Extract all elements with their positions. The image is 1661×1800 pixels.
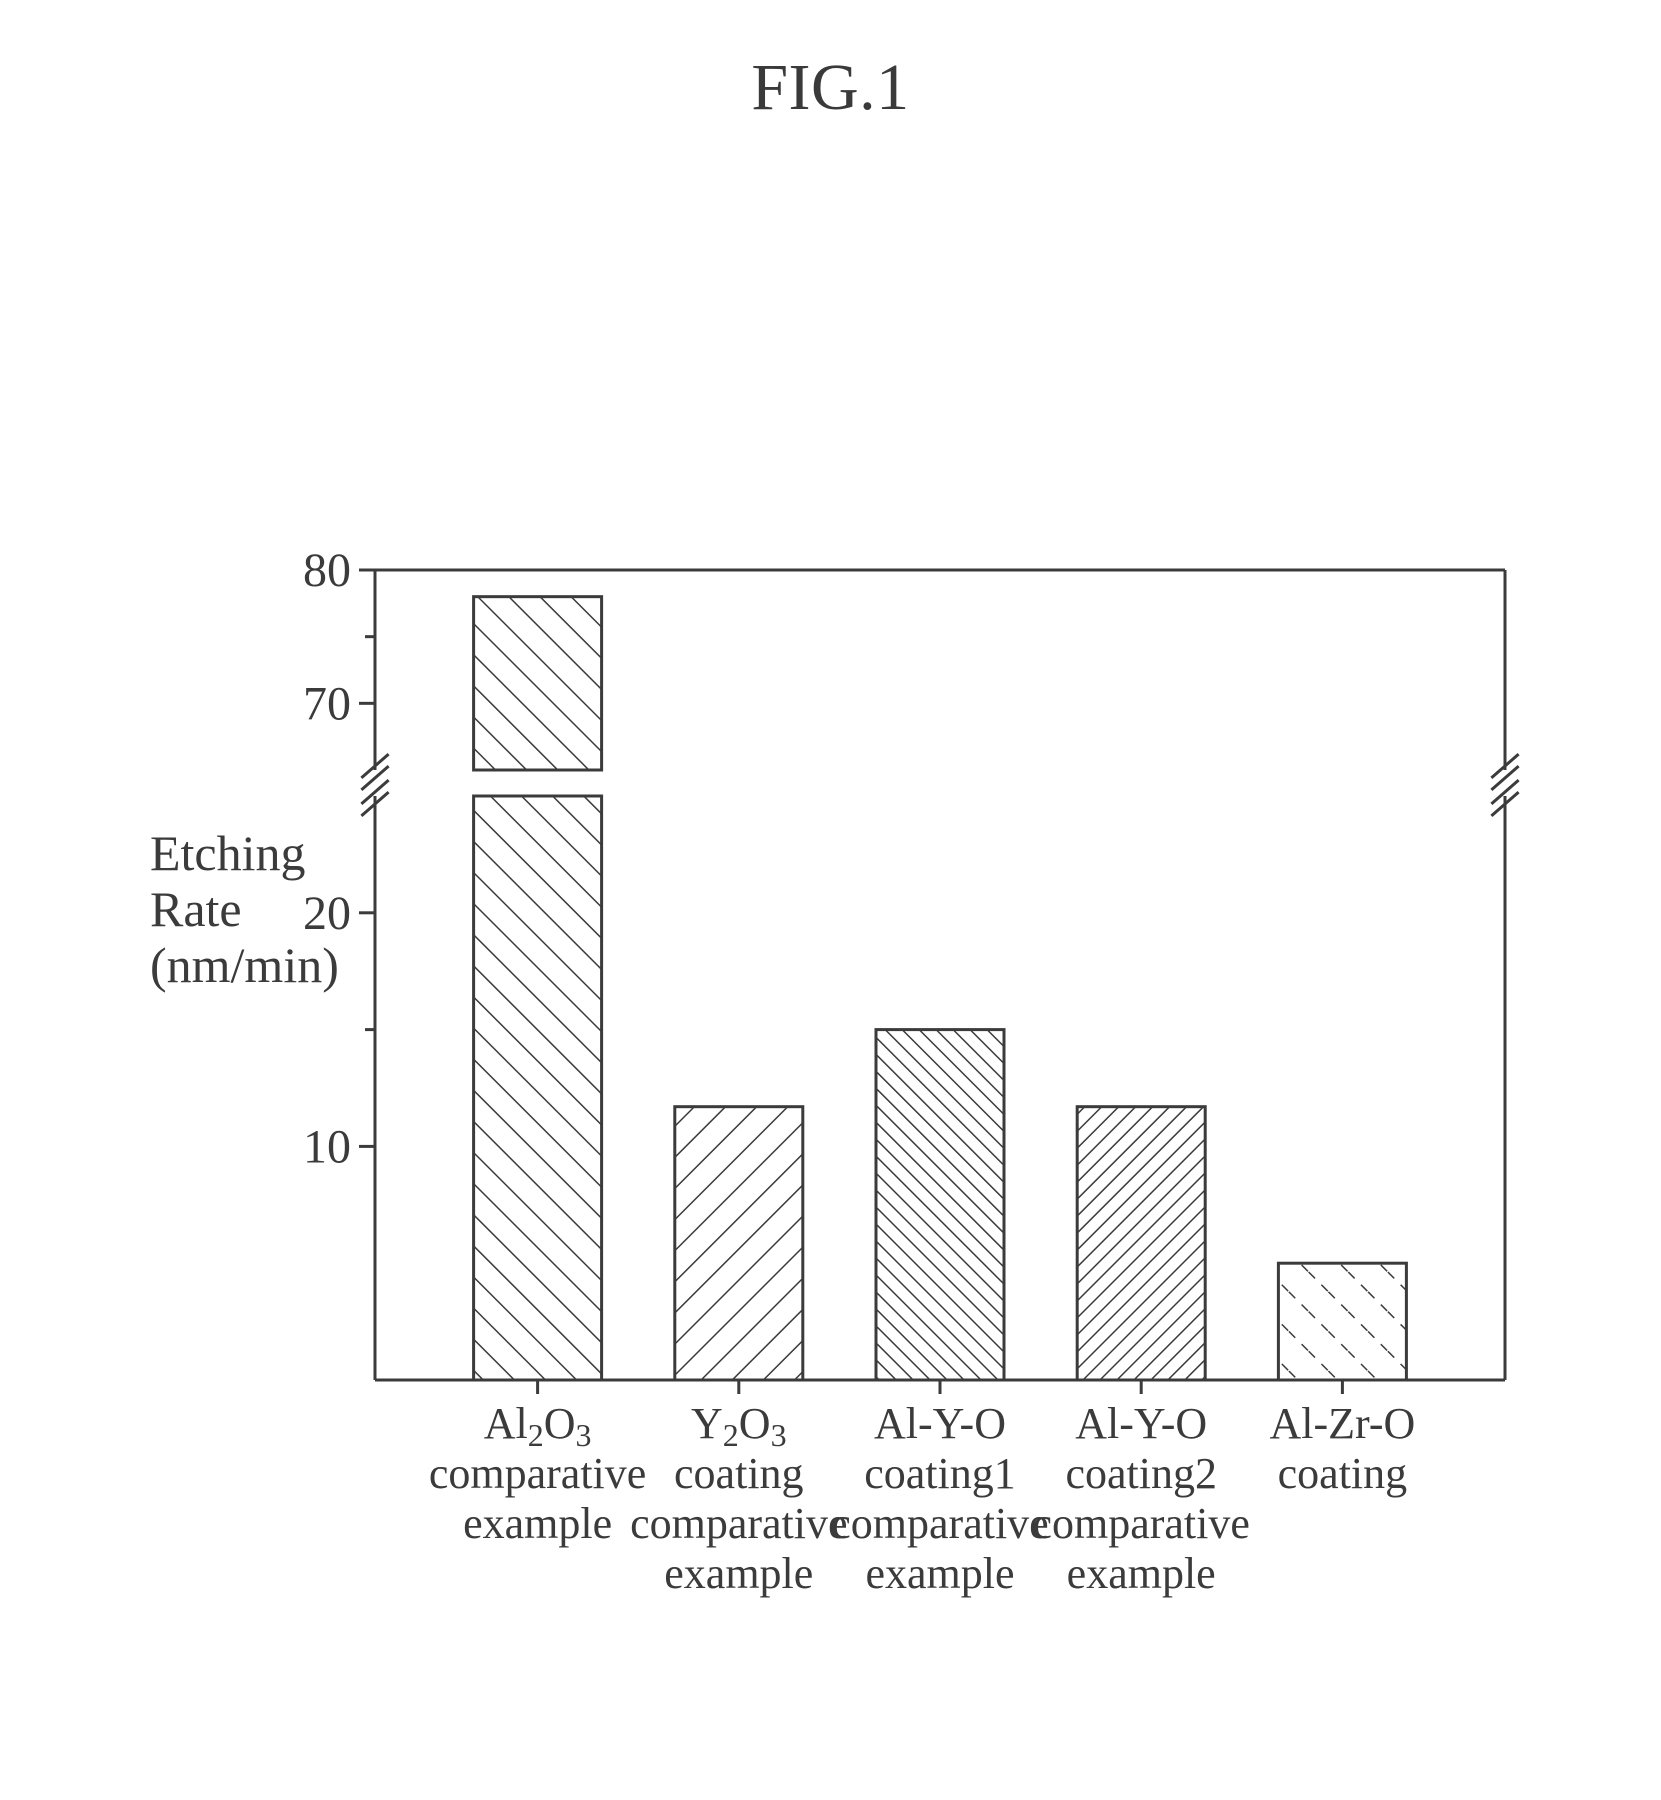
svg-text:80: 80	[303, 544, 351, 597]
svg-text:comparative: comparative	[1032, 1499, 1249, 1548]
svg-text:70: 70	[303, 677, 351, 730]
svg-text:example: example	[463, 1499, 612, 1548]
svg-text:comparative: comparative	[831, 1499, 1048, 1548]
category-label: Al-Y-Ocoating2comparativeexample	[1032, 1399, 1249, 1598]
svg-text:10: 10	[303, 1120, 351, 1173]
figure-title: FIG.1	[0, 50, 1661, 126]
svg-text:Al2O3: Al2O3	[484, 1399, 592, 1453]
bar-alyo1	[876, 1030, 1004, 1380]
y-axis-label-line: (nm/min)	[150, 937, 339, 993]
category-label: Al2O3comparativeexample	[429, 1399, 646, 1548]
bar-y2o3	[675, 1107, 803, 1380]
bar-alyo2	[1077, 1107, 1205, 1380]
bar-al2o3	[474, 597, 602, 1380]
svg-text:Al-Zr-O: Al-Zr-O	[1270, 1399, 1416, 1448]
etching-rate-chart: 10207080EtchingRate(nm/min)Al2O3comparat…	[140, 540, 1540, 1670]
bar-alzro	[1278, 1263, 1406, 1380]
svg-text:Y2O3: Y2O3	[691, 1399, 787, 1453]
svg-text:example: example	[865, 1549, 1014, 1598]
svg-text:coating1: coating1	[864, 1449, 1016, 1498]
svg-text:comparative: comparative	[429, 1449, 646, 1498]
svg-text:example: example	[1067, 1549, 1216, 1598]
svg-text:comparative: comparative	[630, 1499, 847, 1548]
svg-text:Al-Y-O: Al-Y-O	[874, 1399, 1006, 1448]
svg-text:Al-Y-O: Al-Y-O	[1075, 1399, 1207, 1448]
category-label: Al-Y-Ocoating1comparativeexample	[831, 1399, 1048, 1598]
svg-text:example: example	[664, 1549, 813, 1598]
svg-text:coating2: coating2	[1065, 1449, 1217, 1498]
y-axis-label-line: Etching	[150, 825, 306, 881]
svg-text:coating: coating	[674, 1449, 804, 1498]
svg-text:coating: coating	[1278, 1449, 1408, 1498]
category-label: Al-Zr-Ocoating	[1270, 1399, 1416, 1498]
category-label: Y2O3coatingcomparativeexample	[630, 1399, 847, 1598]
y-axis-label-line: Rate	[150, 881, 242, 937]
svg-text:20: 20	[303, 887, 351, 940]
